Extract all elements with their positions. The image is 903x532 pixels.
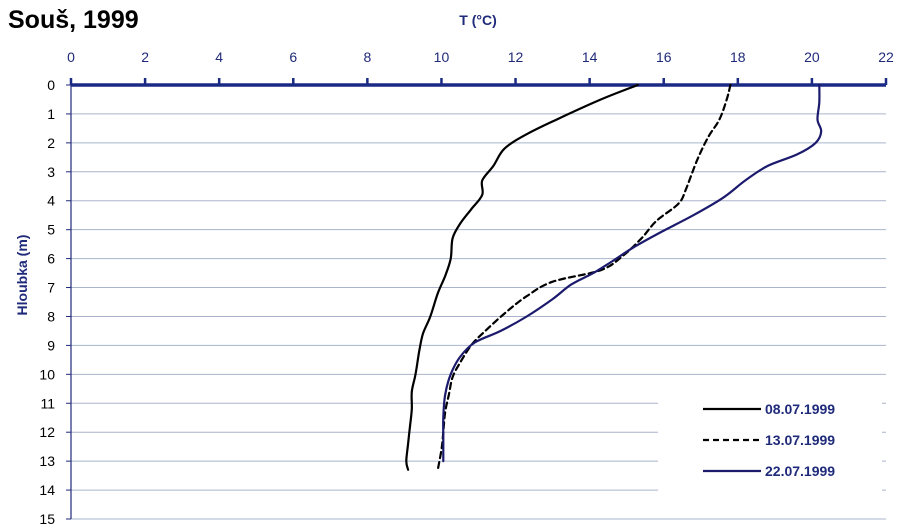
x-tick-label-8: 8 xyxy=(363,49,371,65)
series-lines xyxy=(405,83,823,471)
x-tick-label-20: 20 xyxy=(804,49,820,65)
series-line-2 xyxy=(436,83,732,471)
x-tick-label-4: 4 xyxy=(215,49,223,65)
x-tick-label-0: 0 xyxy=(67,49,75,65)
legend-label-3: 22.07.1999 xyxy=(765,463,835,479)
y-tick-label-2: 2 xyxy=(47,135,55,151)
y-tick-label-14: 14 xyxy=(39,482,55,498)
x-tick-label-14: 14 xyxy=(582,49,598,65)
y-tick-label-6: 6 xyxy=(47,251,55,267)
x-tick-label-12: 12 xyxy=(508,49,524,65)
legend-label-1: 08.07.1999 xyxy=(765,401,835,417)
series-line-3 xyxy=(442,83,823,463)
y-tick-label-12: 12 xyxy=(39,424,55,440)
y-tick-label-3: 3 xyxy=(47,164,55,180)
x-tick-label-10: 10 xyxy=(434,49,450,65)
y-tick-label-1: 1 xyxy=(47,106,55,122)
y-tick-label-5: 5 xyxy=(47,222,55,238)
x-axis-ticks: 0 2 4 6 8 10 12 14 16 18 20 22 xyxy=(67,49,894,87)
y-axis-title: Hloubka (m) xyxy=(14,235,30,316)
y-tick-label-7: 7 xyxy=(47,280,55,296)
legend: 08.07.1999 13.07.1999 22.07.1999 xyxy=(703,401,835,479)
y-tick-label-0: 0 xyxy=(47,77,55,93)
y-tick-label-4: 4 xyxy=(47,193,55,209)
x-tick-label-18: 18 xyxy=(730,49,746,65)
chart-title: Souš, 1999 xyxy=(8,6,139,34)
x-tick-label-2: 2 xyxy=(141,49,149,65)
legend-background xyxy=(658,385,882,491)
series-line-1 xyxy=(405,83,639,471)
y-tick-label-13: 13 xyxy=(39,453,55,469)
y-tick-label-10: 10 xyxy=(39,366,55,382)
y-tick-label-8: 8 xyxy=(47,308,55,324)
x-axis-title: T (°C) xyxy=(459,12,496,28)
x-tick-label-16: 16 xyxy=(656,49,672,65)
y-tick-label-11: 11 xyxy=(40,395,55,411)
x-tick-label-6: 6 xyxy=(289,49,297,65)
legend-label-2: 13.07.1999 xyxy=(765,432,835,448)
x-tick-label-22: 22 xyxy=(878,49,894,65)
y-tick-label-15: 15 xyxy=(39,511,55,527)
y-tick-label-9: 9 xyxy=(47,337,55,353)
